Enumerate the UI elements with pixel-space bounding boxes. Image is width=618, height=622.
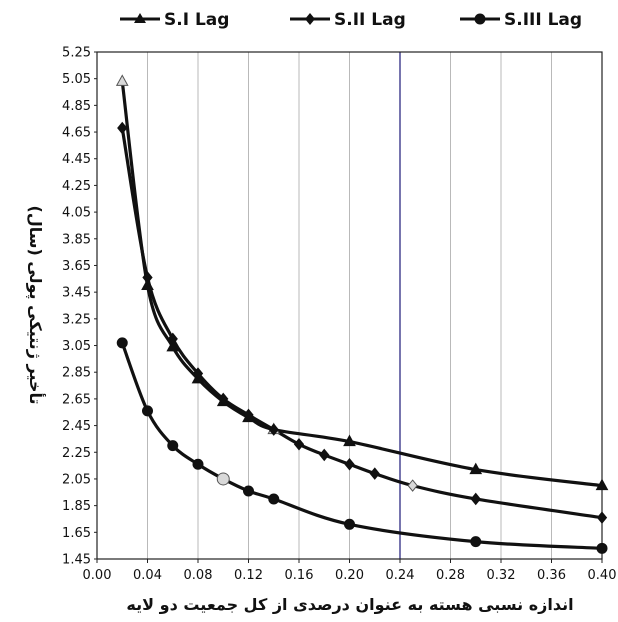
legend-label-s1: S.I Lag — [164, 10, 229, 30]
data-point-circle-s3 — [167, 440, 179, 452]
x-tick-label: 0.40 — [588, 568, 617, 583]
grid-lines — [147, 52, 552, 559]
data-point-diamond-s2 — [192, 367, 204, 380]
x-tick-label: 0.36 — [537, 568, 566, 583]
y-tick-label: 5.05 — [62, 72, 91, 87]
data-point-diamond-s2 — [596, 511, 608, 524]
x-tick-label: 0.28 — [436, 568, 465, 583]
x-tick-label: 0.00 — [83, 568, 112, 583]
data-point-diamond-s2 — [407, 479, 418, 492]
y-tick-label: 2.45 — [62, 419, 91, 434]
legend: S.I Lag S.II Lag S.III Lag — [120, 10, 582, 30]
x-axis-title: اندازه نسبی هسته به عنوان درصدی از کل جم… — [126, 595, 573, 614]
x-tick-label: 0.08 — [184, 568, 213, 583]
y-tick-label: 2.05 — [62, 472, 91, 487]
data-point-triangle-s1 — [166, 339, 180, 352]
y-tick-label: 4.85 — [62, 99, 91, 114]
data-point-circle-s3 — [344, 518, 355, 530]
x-tick-label: 0.24 — [386, 568, 415, 583]
legend-item-s2: S.II Lag — [290, 10, 406, 30]
y-tick-label: 2.65 — [62, 392, 91, 407]
data-point-diamond-s2 — [369, 467, 380, 480]
y-tick-label: 4.05 — [62, 206, 91, 221]
y-tick-label: 5.25 — [62, 46, 91, 61]
x-tick-label: 0.20 — [335, 568, 364, 583]
legend-item-s1: S.I Lag — [120, 10, 229, 30]
legend-circle-icon — [474, 13, 486, 25]
data-point-circle-s3 — [216, 472, 230, 486]
data-point-diamond-s2 — [218, 392, 229, 406]
legend-diamond-icon — [305, 13, 315, 25]
y-tick-label: 3.05 — [62, 339, 91, 354]
y-tick-label: 3.25 — [62, 312, 91, 327]
data-point-diamond-s2 — [268, 423, 279, 436]
y-tick-label: 4.45 — [62, 152, 91, 167]
data-point-diamond-s2 — [142, 271, 153, 284]
y-tick-label: 4.25 — [62, 179, 91, 194]
y-tick-label: 3.65 — [62, 259, 91, 274]
y-axis-title: تأخیر ژنتیکی پولی (سال) — [25, 206, 46, 405]
data-point-circle-s3 — [596, 542, 608, 554]
legend-triangle-icon — [134, 13, 146, 23]
y-tick-label: 1.85 — [62, 499, 91, 514]
y-tick-label: 1.45 — [62, 553, 91, 568]
data-point-circle-s3 — [268, 493, 280, 505]
data-point-diamond-s2 — [470, 492, 481, 506]
data-point-diamond-s2 — [319, 448, 330, 462]
y-tick-label: 3.85 — [62, 232, 91, 247]
data-point-triangle-s1 — [115, 74, 129, 86]
x-tick-label: 0.16 — [285, 568, 314, 583]
x-tick-label: 0.04 — [133, 568, 162, 583]
x-tick-label: 0.32 — [487, 568, 516, 583]
data-point-triangle-s1 — [141, 278, 154, 290]
data-point-triangle-s1 — [595, 478, 609, 491]
y-tick-label: 2.85 — [62, 366, 91, 381]
data-point-triangle-s1 — [343, 434, 356, 447]
data-point-circle-s3 — [243, 485, 254, 497]
data-point-circle-s3 — [192, 458, 204, 470]
data-point-circle-s3 — [116, 337, 128, 349]
data-point-circle-s3 — [470, 536, 482, 548]
data-point-diamond-s2 — [167, 332, 178, 346]
y-tick-label: 3.45 — [62, 286, 91, 301]
data-point-triangle-s1 — [469, 462, 483, 475]
x-tick-label: 0.12 — [234, 568, 263, 583]
data-point-diamond-s2 — [293, 437, 305, 451]
series-markers — [115, 74, 609, 554]
data-point-circle-s3 — [142, 405, 153, 417]
data-point-diamond-s2 — [243, 408, 254, 422]
y-tick-label: 1.65 — [62, 526, 91, 541]
legend-label-s3: S.III Lag — [504, 10, 582, 30]
legend-label-s2: S.II Lag — [334, 10, 406, 30]
y-axis-tick-labels: 1.45 1.65 1.85 2.05 2.25 2.45 2.65 2.85 3.05 3.25… — [62, 46, 97, 568]
data-point-diamond-s2 — [117, 121, 128, 135]
y-tick-label: 2.25 — [62, 446, 91, 461]
x-axis-tick-labels: 0.00 0.04 0.08 0.12 0.16 0.20 0.24 0.28 0.32 0.36… — [83, 559, 617, 583]
y-tick-label: 4.65 — [62, 126, 91, 141]
data-point-diamond-s2 — [344, 457, 355, 471]
legend-item-s3: S.III Lag — [460, 10, 582, 30]
